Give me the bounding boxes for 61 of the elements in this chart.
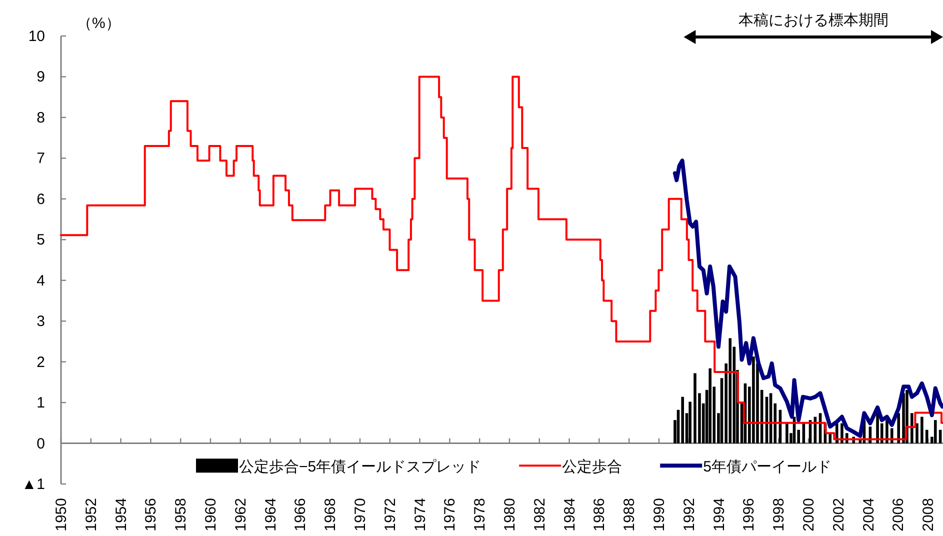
y-tick-label: 9: [36, 68, 45, 86]
y-tick-label: 4: [36, 272, 45, 290]
x-tick-label: 2000: [800, 498, 818, 532]
x-tick-label: 1962: [232, 498, 250, 532]
x-tick-label: 1960: [202, 498, 220, 532]
legend-label: 公定歩合: [562, 458, 622, 476]
x-tick-label: 1954: [112, 498, 130, 532]
y-tick-label: 1: [36, 394, 45, 412]
y-tick-label: ▲1: [22, 476, 45, 493]
x-tick-label: 1992: [680, 498, 698, 532]
x-tick-label: 1994: [710, 498, 728, 532]
x-tick-label: 1978: [472, 498, 489, 532]
y-tick-label: 8: [36, 109, 45, 126]
y-tick-label: 7: [36, 150, 45, 168]
text: 本稿における標本期間: [738, 12, 888, 29]
bar: [688, 402, 692, 444]
bar: [728, 338, 732, 444]
bar: [910, 413, 914, 444]
x-tick-label: 1964: [262, 498, 280, 532]
x-tick-label: 1972: [382, 498, 399, 532]
y-tick-label: 3: [36, 313, 45, 330]
x-tick-label: 1996: [740, 498, 758, 532]
bar: [902, 393, 905, 444]
bar: [786, 423, 788, 444]
x-tick-label: 1952: [82, 498, 100, 532]
x-tick-label: 1974: [412, 498, 429, 532]
x-tick-label: 1968: [322, 498, 340, 532]
bar: [920, 416, 924, 444]
bar: [916, 423, 918, 444]
bar: [938, 430, 942, 444]
legend-label: 公定歩合−5年債イールドスプレッド: [239, 458, 482, 476]
x-tick-label: 1970: [352, 498, 369, 532]
bar: [934, 420, 937, 444]
x-tick-label: 1950: [53, 498, 70, 532]
x-tick-label: 1966: [292, 498, 310, 532]
bar: [681, 396, 684, 444]
x-tick-label: 2008: [920, 498, 938, 532]
y-tick-label: 2: [36, 354, 45, 371]
y-tick-label: 5: [36, 232, 45, 249]
x-tick-label: 1976: [442, 498, 459, 532]
x-tick-label: 1958: [172, 498, 190, 532]
x-tick-label: 2004: [860, 498, 878, 532]
x-tick-label: 1984: [561, 498, 578, 532]
y-tick-label: 0: [36, 435, 45, 452]
y-axis-title: （%）: [77, 15, 120, 32]
x-tick-label: 2006: [890, 498, 908, 532]
x-tick-label: 1982: [531, 498, 548, 532]
x-tick-label: 1990: [650, 498, 668, 532]
x-tick-label: 2002: [830, 498, 848, 532]
x-tick-label: 1956: [142, 498, 160, 532]
bar: [925, 430, 928, 444]
legend-label: 5年債パーイールド: [703, 458, 832, 476]
bar: [752, 356, 755, 444]
bar: [828, 433, 832, 444]
y-tick-label: 10: [28, 28, 45, 45]
y-tick-label: 6: [36, 190, 45, 208]
x-tick-label: 1980: [501, 498, 518, 532]
bar: [708, 368, 712, 444]
x-tick-label: 1986: [591, 498, 608, 532]
x-tick-label: 1988: [621, 498, 638, 532]
x-tick-label: 1998: [770, 498, 788, 532]
